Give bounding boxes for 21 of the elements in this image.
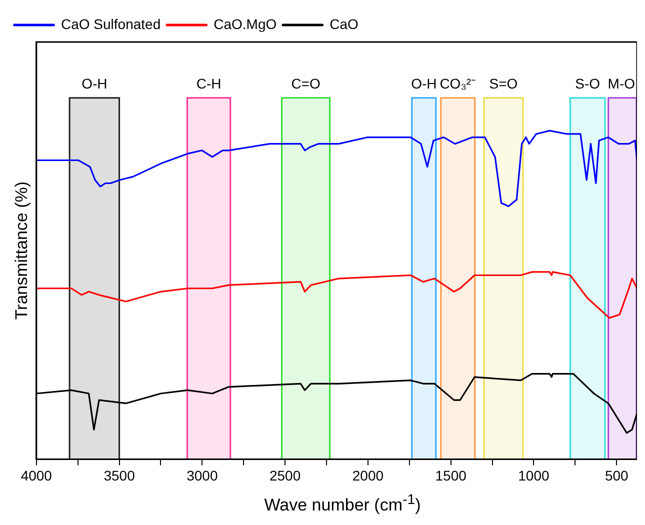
legend-label: CaO.MgO bbox=[214, 16, 277, 32]
legend-label: CaO Sulfonated bbox=[61, 16, 161, 32]
band-label: M-O bbox=[608, 76, 636, 92]
x-tick-label: 1500 bbox=[435, 467, 467, 484]
x-tick-label: 500 bbox=[604, 467, 628, 484]
x-tick-label: 3500 bbox=[104, 467, 136, 484]
y-axis-title: Transmittance (%) bbox=[12, 181, 31, 320]
band-label: O-H bbox=[411, 76, 437, 92]
band-label: S-O bbox=[575, 76, 600, 92]
legend-label: CaO bbox=[330, 16, 359, 32]
x-tick-label: 3000 bbox=[186, 467, 218, 484]
band-label: O-H bbox=[82, 76, 108, 92]
x-tick-label: 2000 bbox=[352, 467, 384, 484]
x-tick-label: 1000 bbox=[518, 467, 550, 484]
band-label: C-H bbox=[196, 76, 222, 92]
x-tick-label: 4000 bbox=[20, 467, 52, 484]
x-axis-title: Wave number (cm$^{-1}$) bbox=[263, 491, 422, 517]
band-label: C=O bbox=[291, 76, 320, 92]
band-label: S=O bbox=[489, 76, 518, 92]
x-tick-label: 2500 bbox=[269, 467, 301, 484]
band-label: CO₃²⁻ bbox=[440, 76, 476, 92]
